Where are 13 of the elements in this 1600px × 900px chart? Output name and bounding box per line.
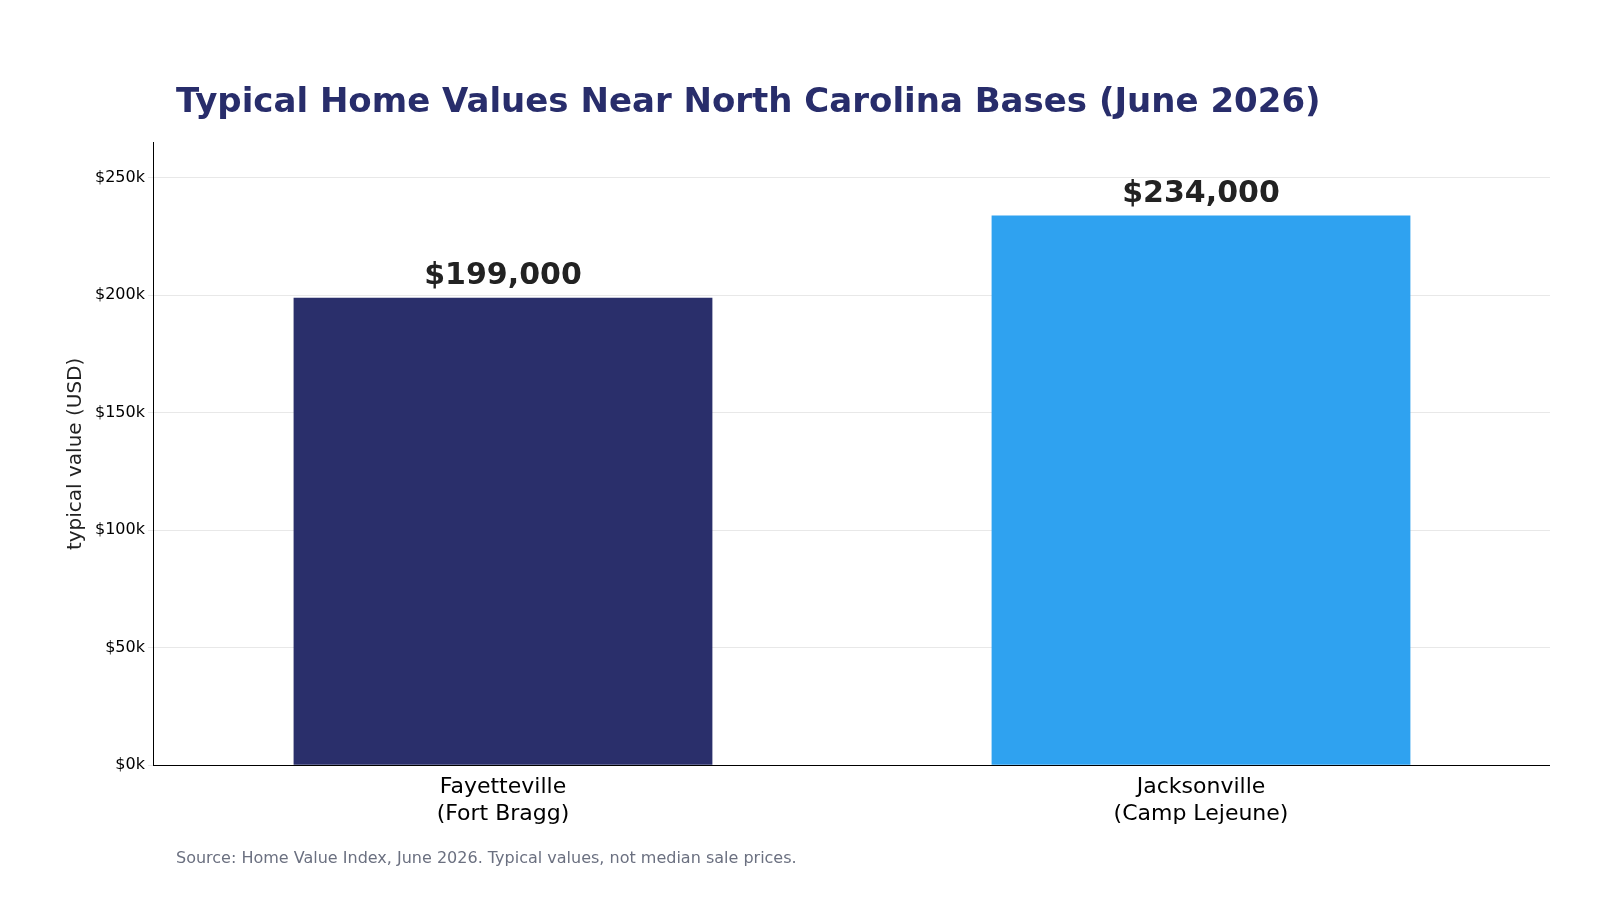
y-tick-label: $200k <box>95 284 146 304</box>
chart-title: Typical Home Values Near North Carolina Bases (June 2026) <box>176 80 1321 120</box>
y-tick-label: $150k <box>95 401 146 421</box>
y-axis-title: typical value (USD) <box>62 357 87 551</box>
y-tick-label: $0k <box>115 754 146 774</box>
data-label: $199,000 <box>424 256 582 292</box>
x-tick-label: Fayetteville (Fort Bragg) <box>436 773 570 825</box>
source-note: Source: Home Value Index, June 2026. Typical values, not median sale prices. <box>176 848 797 867</box>
data-label: $234,000 <box>1122 174 1280 210</box>
y-tick-label: $100k <box>95 519 146 539</box>
y-tick-label: $250k <box>95 167 146 186</box>
y-tick-label: $50k <box>105 636 146 656</box>
x-tick-label: Jacksonville (Camp Lejeune) <box>1113 773 1289 825</box>
